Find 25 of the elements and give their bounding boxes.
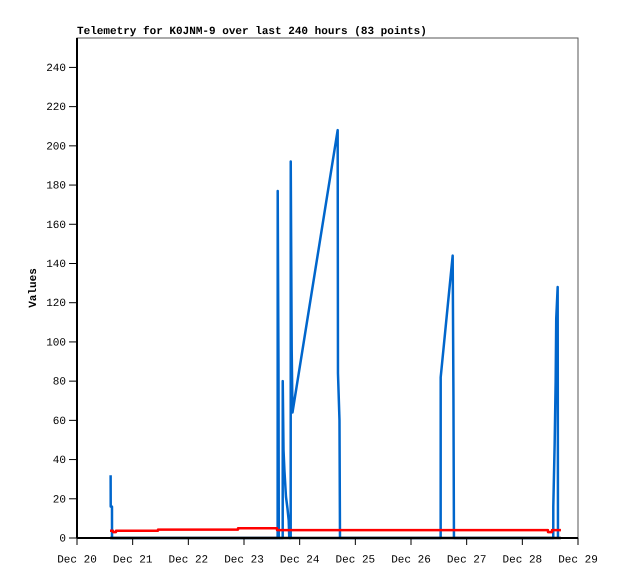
- chart-title: Telemetry for K0JNM-9 over last 240 hours (83 points): [77, 25, 427, 38]
- y-tick-label: 200: [46, 141, 66, 154]
- y-tick-label: 40: [52, 455, 66, 468]
- y-tick-label: 120: [46, 298, 66, 310]
- x-tick-label: Dec 29: [558, 554, 598, 566]
- x-tick-label: Dec 26: [391, 554, 431, 566]
- y-tick-label: 100: [46, 337, 66, 350]
- y-tick-label: 0: [59, 534, 66, 546]
- x-tick-label: Dec 21: [112, 554, 153, 566]
- y-tick-label: 220: [46, 102, 66, 114]
- x-tick-label: Dec 20: [57, 554, 97, 566]
- x-tick-label: Dec 23: [224, 554, 264, 566]
- y-tick-label: 60: [52, 416, 66, 428]
- x-tick-label: Dec 28: [502, 554, 542, 566]
- y-tick-label: 180: [46, 180, 66, 193]
- y-tick-label: 80: [52, 376, 66, 389]
- y-tick-label: 160: [46, 220, 66, 232]
- x-tick-label: Dec 27: [446, 554, 486, 566]
- y-tick-label: 140: [46, 259, 66, 272]
- y-tick-label: 20: [52, 494, 66, 506]
- x-tick-label: Dec 22: [168, 554, 208, 566]
- x-tick-label: Dec 25: [336, 554, 376, 566]
- x-tick-label: Dec 24: [280, 554, 320, 566]
- y-axis-title: Values: [28, 268, 40, 308]
- y-tick-label: 240: [46, 62, 66, 75]
